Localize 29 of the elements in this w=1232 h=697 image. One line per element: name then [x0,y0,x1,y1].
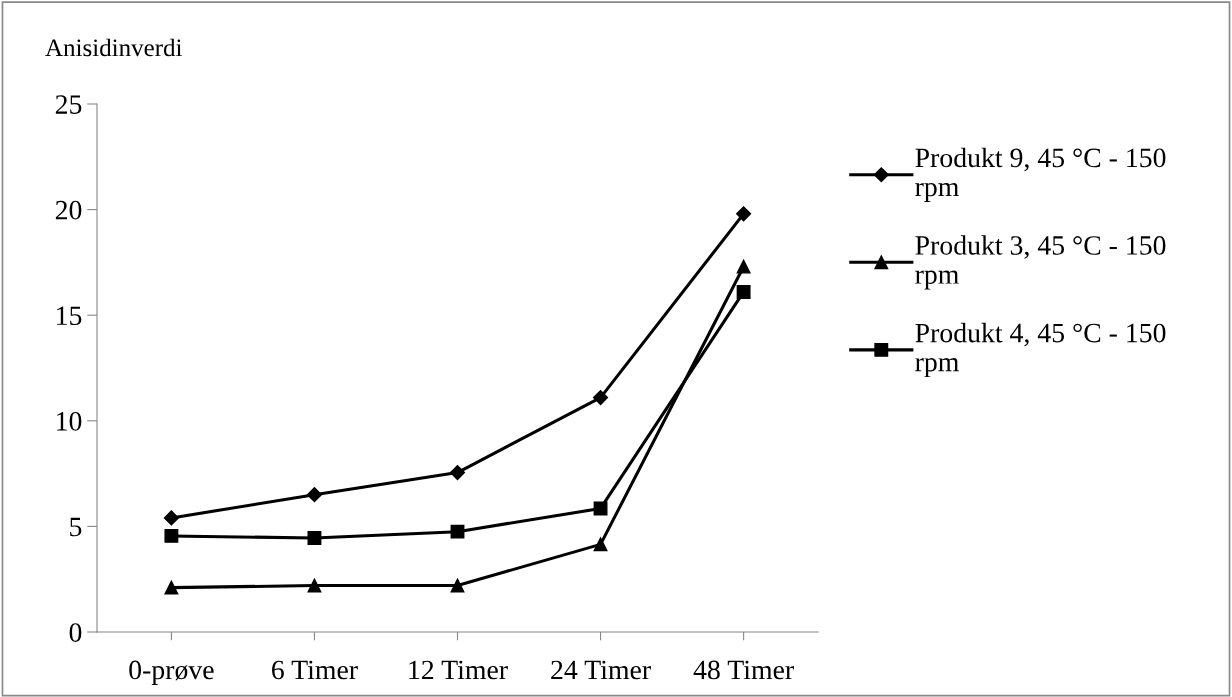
point [593,537,608,552]
point [736,206,752,222]
point [163,510,179,526]
x-tick-label: 6 Timer [272,660,358,680]
y-tick-label: 25 [55,95,82,114]
point [164,528,179,543]
point [736,259,751,274]
point [164,580,179,595]
y-tick-label: 15 [57,306,82,326]
point [450,524,465,539]
legend-label: Produkt 9, 45 °C - 150 rpm [915,147,1166,202]
point [307,531,322,545]
point [306,487,323,503]
x-tick-label: 24 Timer [551,660,651,680]
y-axis-title: Anisidinverdi [45,38,183,57]
y-tick-label: 5 [70,517,82,537]
point [307,578,322,593]
point [449,464,466,481]
legend-label: Produkt 3, 45 °C - 150 rpm [915,235,1166,290]
y-tick-label: 10 [57,411,82,431]
point [450,578,465,593]
x-tick-label: 0-prøve [129,660,214,685]
point [736,285,751,299]
y-tick-label: 0 [69,623,82,642]
y-tick-label: 20 [55,200,82,220]
legend-label: Produkt 4, 45 °C - 150 rpm [915,322,1166,378]
point [592,389,609,406]
x-tick-label: 12 Timer [409,660,508,680]
x-tick-label: 48 Timer [693,660,794,680]
